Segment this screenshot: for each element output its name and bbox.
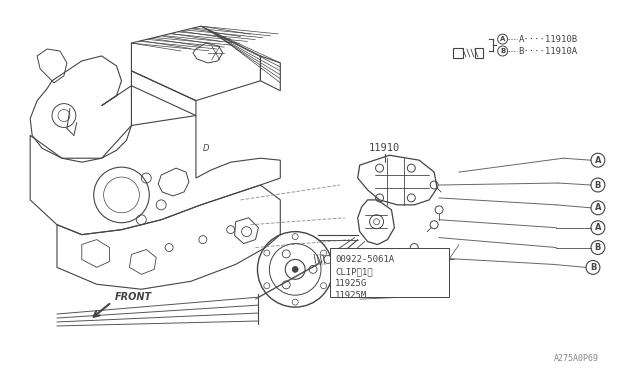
- Bar: [453, 48, 463, 58]
- Text: A····11910B: A····11910B: [518, 35, 578, 44]
- Text: 11925M: 11925M: [335, 291, 367, 300]
- Text: FRONT: FRONT: [115, 292, 152, 302]
- Bar: [330, 247, 449, 297]
- Text: 11925G: 11925G: [335, 279, 367, 288]
- Text: B: B: [589, 263, 596, 272]
- Text: B····11910A: B····11910A: [518, 46, 578, 55]
- Text: CLIP（1）: CLIP（1）: [335, 267, 372, 276]
- Text: B: B: [500, 48, 505, 54]
- Text: B: B: [595, 180, 601, 189]
- Circle shape: [292, 266, 298, 272]
- Text: 00922-5061A: 00922-5061A: [335, 256, 394, 264]
- Text: A: A: [595, 156, 601, 165]
- Bar: [475, 48, 483, 58]
- Text: A: A: [595, 223, 601, 232]
- Text: 11910: 11910: [369, 143, 400, 153]
- Text: A: A: [595, 203, 601, 212]
- Text: A275A0P69: A275A0P69: [554, 354, 598, 363]
- Text: D: D: [203, 144, 209, 153]
- Text: B: B: [595, 243, 601, 252]
- Text: A: A: [500, 36, 506, 42]
